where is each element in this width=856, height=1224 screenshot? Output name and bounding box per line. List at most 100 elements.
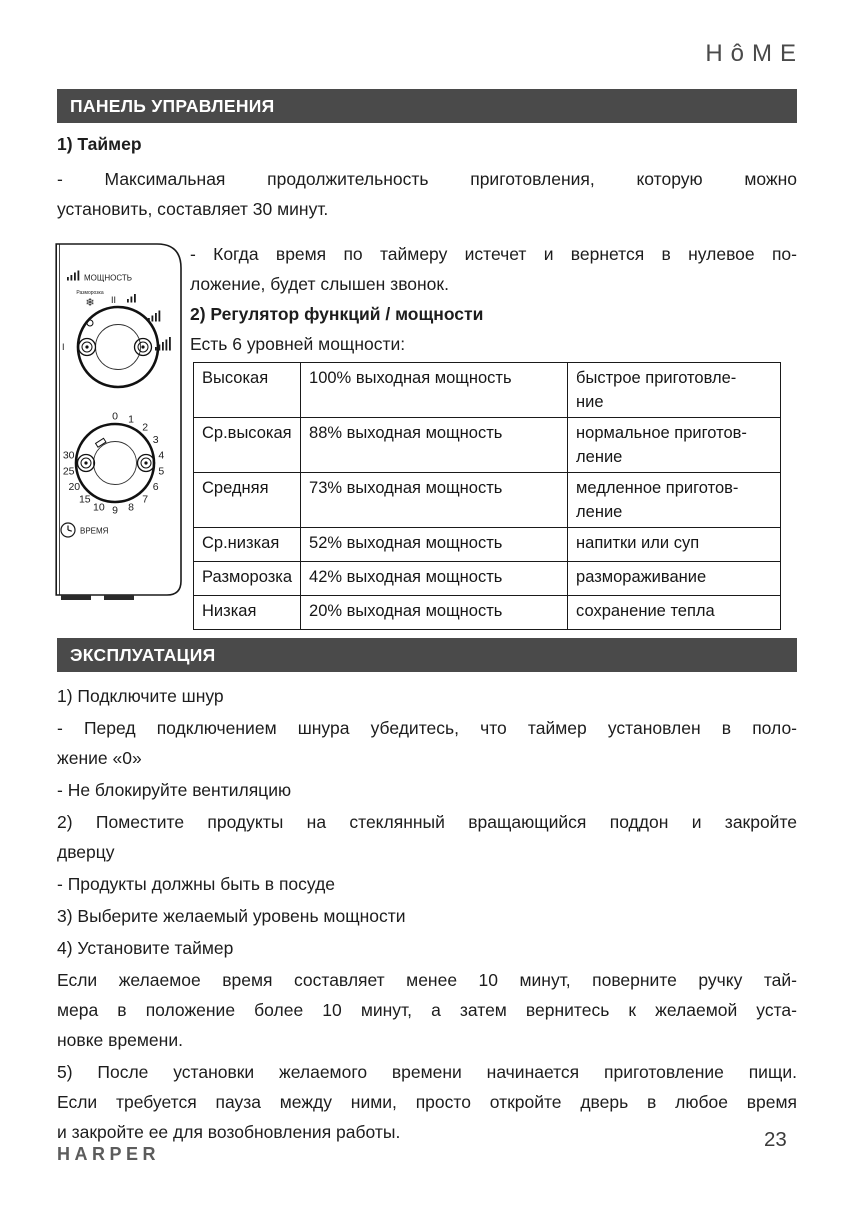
- paragraph-line: 5) После установки желаемого времени нач…: [57, 1062, 797, 1082]
- timer-number: 8: [128, 502, 134, 514]
- timer-number: 25: [63, 466, 75, 478]
- level-cell: Ср.низкая: [192, 527, 302, 562]
- table-row: Низкая 20% выходная мощность сохранение …: [192, 595, 782, 630]
- paragraph-line: Если желаемое время составляет менее 10 …: [57, 970, 797, 990]
- table-row: Ср.низкая 52% выходная мощность напитки …: [192, 527, 782, 562]
- panel-foot: [104, 595, 134, 600]
- power-intro: Есть 6 уровней мощности:: [190, 334, 406, 354]
- paragraph-line: Если требуется пауза между ними, просто …: [57, 1092, 797, 1112]
- timer-number: 7: [142, 494, 148, 506]
- panel-outline: [55, 243, 182, 596]
- operation-item: 3) Выберите желаемый уровень мощности: [57, 901, 797, 931]
- paragraph-line: установить, составляет 30 минут.: [57, 199, 329, 219]
- timer-number: 10: [93, 502, 105, 514]
- paragraph-line: 2) Поместите продукты на стеклянный вращ…: [57, 812, 797, 832]
- section-banner-operation: ЭКСПЛУАТАЦИЯ: [57, 638, 797, 672]
- clock-icon: [60, 522, 76, 538]
- timer-scale: 0 1 2 3 4 5 6 7 8 9 10 15 20 25 30: [63, 411, 165, 517]
- control-panel-drawing: МОЩНОСТЬ I Разморозка ❄ II: [55, 243, 182, 600]
- power-label: МОЩНОСТЬ: [84, 274, 132, 283]
- paragraph-line: новке времени.: [57, 1030, 183, 1050]
- level-cell: Разморозка: [192, 561, 302, 596]
- power-cell: 52% выходная мощность: [300, 527, 569, 562]
- control-panel-illustration: МОЩНОСТЬ I Разморозка ❄ II: [55, 237, 185, 612]
- power-cell: 20% выходная мощность: [300, 595, 569, 630]
- power-cell: 73% выходная мощность: [300, 472, 569, 528]
- power-levels-table: Высокая 100% выходная мощность быстрое п…: [192, 362, 782, 630]
- use-cell: напитки или суп: [567, 527, 782, 562]
- paragraph-line: - Когда время по таймеру истечет и верне…: [190, 244, 797, 264]
- power-bars-icon: [67, 270, 80, 281]
- snowflake-icon: ❄: [85, 297, 94, 309]
- use-cell: нормальное приготов- ление: [567, 417, 782, 473]
- power-cell: 100% выходная мощность: [300, 362, 569, 418]
- timer-heading: 1) Таймер: [57, 134, 142, 154]
- paragraph-line: и закройте ее для возобновления работы.: [57, 1122, 401, 1142]
- power-heading: 2) Регулятор функций / мощности: [190, 304, 484, 324]
- operation-item: 1) Подключите шнур: [57, 681, 797, 711]
- operation-item: Если желаемое время составляет менее 10 …: [57, 965, 797, 1055]
- timer-pointer: [94, 437, 107, 448]
- operation-instructions: 1) Подключите шнур - Перед подключением …: [57, 681, 797, 1149]
- paragraph-line: 3) Выберите желаемый уровень мощности: [57, 906, 406, 926]
- timer-dial[interactable]: [74, 422, 156, 504]
- level-cell: Средняя: [192, 472, 302, 528]
- paragraph-line: - Не блокируйте вентиляцию: [57, 780, 292, 800]
- power-mark-min: I: [62, 342, 65, 352]
- paragraph-line: жение «0»: [57, 748, 142, 768]
- footer-brand-logo: HARPER: [57, 1144, 161, 1164]
- timer-number: 30: [63, 449, 75, 461]
- paragraph-line: ложение, будет слышен звонок.: [190, 274, 449, 294]
- timer-number: 9: [112, 505, 118, 517]
- power-dial[interactable]: [76, 305, 160, 389]
- level-cell: Высокая: [192, 362, 302, 418]
- timer-number: 4: [158, 449, 164, 461]
- power-mark-mid: II: [111, 295, 116, 305]
- operation-item: 4) Установите таймер: [57, 933, 797, 963]
- use-cell: размораживание: [567, 561, 782, 596]
- brand-logo: HôME: [705, 40, 804, 67]
- power-mark-bars-5: [155, 337, 171, 351]
- paragraph-line: мера в положение более 10 минут, а затем…: [57, 1000, 797, 1020]
- time-label: ВРЕМЯ: [80, 527, 109, 536]
- table-row: Средняя 73% выходная мощность медленное …: [192, 472, 782, 528]
- timer-number: 0: [112, 411, 118, 423]
- timer-number: 6: [153, 481, 159, 493]
- timer-number: 5: [158, 466, 164, 478]
- paragraph-line: - Продукты должны быть в посуде: [57, 874, 336, 894]
- power-mark-bars-3: [127, 294, 136, 303]
- panel-foot: [61, 595, 91, 600]
- paragraph-line: дверцу: [57, 842, 115, 862]
- timer-number: 2: [142, 422, 148, 434]
- timer-paragraph: - Максимальная продолжительность пригото…: [57, 164, 797, 224]
- operation-item: - Перед подключением шнура убедитесь, чт…: [57, 713, 797, 773]
- use-cell: быстрое приготовле- ние: [567, 362, 782, 418]
- operation-item: 2) Поместите продукты на стеклянный вращ…: [57, 807, 797, 867]
- timer-number: 3: [153, 434, 159, 446]
- paragraph-line: 1) Подключите шнур: [57, 686, 224, 706]
- use-cell: медленное приготов- ление: [567, 472, 782, 528]
- timer-number: 1: [128, 413, 134, 425]
- level-cell: Ср.высокая: [192, 417, 302, 473]
- timer-number: 20: [68, 481, 80, 493]
- table-row: Высокая 100% выходная мощность быстрое п…: [192, 362, 782, 418]
- operation-item: - Не блокируйте вентиляцию: [57, 775, 797, 805]
- timer-number: 15: [79, 494, 91, 506]
- paragraph-line: - Максимальная продолжительность пригото…: [57, 169, 797, 189]
- defrost-label: Разморозка: [76, 290, 103, 296]
- table-row: Разморозка 42% выходная мощность размора…: [192, 561, 782, 596]
- level-cell: Низкая: [192, 595, 302, 630]
- paragraph-line: - Перед подключением шнура убедитесь, чт…: [57, 718, 797, 738]
- page-number: 23: [764, 1128, 787, 1151]
- power-mark-bars-4: [148, 310, 161, 322]
- operation-item: 5) После установки желаемого времени нач…: [57, 1057, 797, 1147]
- power-cell: 88% выходная мощность: [300, 417, 569, 473]
- table-row: Ср.высокая 88% выходная мощность нормаль…: [192, 417, 782, 473]
- control-panel-right-column: - Когда время по таймеру истечет и верне…: [190, 239, 797, 630]
- use-cell: сохранение тепла: [567, 595, 782, 630]
- paragraph-line: 4) Установите таймер: [57, 938, 234, 958]
- section-banner-control-panel: ПАНЕЛЬ УПРАВЛЕНИЯ: [57, 89, 797, 123]
- power-cell: 42% выходная мощность: [300, 561, 569, 596]
- operation-item: - Продукты должны быть в посуде: [57, 869, 797, 899]
